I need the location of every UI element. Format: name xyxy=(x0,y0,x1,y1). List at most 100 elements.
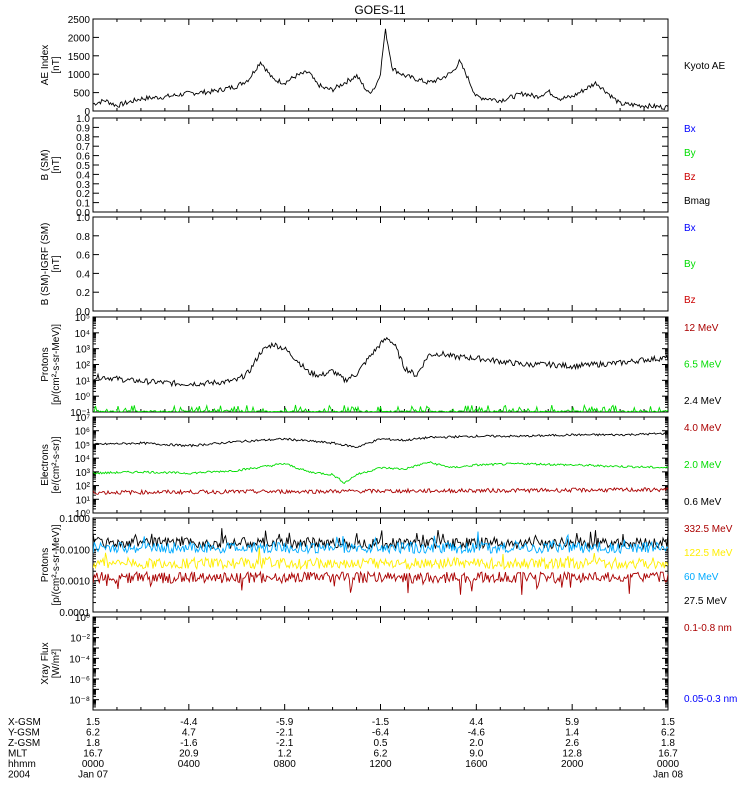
ephemeris-value: -1.6 xyxy=(180,738,198,749)
ephemeris-row-label: hhmm xyxy=(8,759,36,770)
panel-5: 10⁰ 10¹ 10² 10³ 10⁴ 10⁵ 10⁶ 10⁷ Electrons[e/(cm²… xyxy=(40,413,722,520)
y-tick-label: 0.8 xyxy=(76,232,90,243)
ephemeris-row-label: Y-GSM xyxy=(8,728,40,739)
y-tick-label: 0.1000 xyxy=(59,514,90,525)
y-tick-label: 1.0 xyxy=(76,213,90,224)
ephemeris-value: 6.2 xyxy=(374,749,388,760)
y-tick-label: 0.1 xyxy=(76,199,90,210)
ephemeris-value: -2.1 xyxy=(276,728,294,739)
ephemeris-value: 1.8 xyxy=(86,738,100,749)
ephemeris-value: 2.6 xyxy=(565,738,579,749)
y-axis-label: Electrons[e/(cm²-s-sr)] xyxy=(40,436,62,493)
y-tick-label: 10¹ xyxy=(76,376,91,387)
ephemeris-value: 1.8 xyxy=(661,738,675,749)
series-label: 0.1-0.8 nm xyxy=(684,623,732,634)
panel-frame xyxy=(92,616,669,711)
series-label: Bx xyxy=(684,223,696,234)
series-label: By xyxy=(684,259,696,270)
y-tick-label: 0.0010 xyxy=(59,577,90,588)
ephemeris-value: 1600 xyxy=(465,759,488,770)
panels: 0 500 1000 1500 2000 2500 AE Index[nT] Kyoto AE… xyxy=(40,15,737,711)
ephemeris-value: -4.4 xyxy=(180,717,198,728)
ephemeris-value: 16.7 xyxy=(83,749,103,760)
y-tick-label: 10¹ xyxy=(76,495,91,506)
y-tick-label: 2000 xyxy=(68,33,91,44)
y-tick-label: 0.0001 xyxy=(59,608,90,619)
y-tick-label: 1.0 xyxy=(76,114,90,125)
series-line-60-mev xyxy=(93,531,668,555)
ephemeris-value: 6.2 xyxy=(661,728,675,739)
series-label: 332.5 MeV xyxy=(684,524,733,535)
y-tick-label: 10⁰ xyxy=(75,392,90,403)
series-line-122-5-mev xyxy=(93,547,668,571)
y-tick-label: 10² xyxy=(76,482,91,493)
series-label: Bx xyxy=(684,124,696,135)
ephemeris-value: Jan 07 xyxy=(78,770,108,781)
panel-frame xyxy=(92,117,669,213)
y-tick-label: 0.6 xyxy=(76,152,90,163)
y-tick-label: 500 xyxy=(73,89,90,100)
y-axis-label: AE Index[nT] xyxy=(40,45,62,86)
ephemeris-row-label: X-GSM xyxy=(8,717,41,728)
y-axis-label: Xray Flux[W/m²] xyxy=(40,642,62,684)
ephemeris-value: 1.4 xyxy=(565,728,579,739)
y-tick-label: 10⁻⁸ xyxy=(69,696,90,707)
ephemeris-value: 16.7 xyxy=(658,749,678,760)
ephemeris-value: -6.4 xyxy=(372,728,390,739)
series-label: Bmag xyxy=(684,196,710,207)
y-tick-label: 0.7 xyxy=(76,142,90,153)
y-tick-label: 10⁻¹ xyxy=(70,408,90,419)
panel-3: 0.0 0.2 0.4 0.6 0.8 1.0 B (SM)-IGRF (SM)[nT] Bx… xyxy=(40,213,696,318)
series-label: 60 MeV xyxy=(684,572,719,583)
series-label: By xyxy=(684,148,696,159)
y-tick-label: 10⁰ xyxy=(75,509,90,520)
series-label: 6.5 MeV xyxy=(684,360,722,371)
series-label: 4.0 MeV xyxy=(684,423,722,434)
y-tick-label: 0.3 xyxy=(76,180,90,191)
y-tick-label: 10⁵ xyxy=(75,440,90,451)
y-tick-label: 0.0 xyxy=(76,307,90,318)
series-label: 2.0 MeV xyxy=(684,460,722,471)
ephemeris-value: 4.4 xyxy=(469,717,483,728)
ephemeris-value: 2.0 xyxy=(469,738,483,749)
ephemeris-value: 1.5 xyxy=(86,717,100,728)
y-tick-label: 0.4 xyxy=(76,269,90,280)
panel-1: 0 500 1000 1500 2000 2500 AE Index[nT] Kyoto AE xyxy=(40,15,725,118)
y-axis-label: B (SM)[nT] xyxy=(40,149,62,180)
ephemeris-value: 1.5 xyxy=(661,717,675,728)
ephemeris-row-label: 2004 xyxy=(8,770,31,781)
y-tick-label: 10⁻⁶ xyxy=(69,675,90,686)
ephemeris-value: 1200 xyxy=(369,759,392,770)
ephemeris-value: 0.5 xyxy=(374,738,388,749)
y-tick-label: 0.0 xyxy=(76,208,90,219)
y-tick-label: 10⁰ xyxy=(75,613,90,624)
ephemeris-value: Jan 08 xyxy=(653,770,683,781)
y-tick-label: 10⁴ xyxy=(75,454,90,465)
series-line-2-4-mev xyxy=(93,336,668,388)
panel-frame xyxy=(92,316,669,413)
series-label: Kyoto AE xyxy=(684,61,725,72)
y-tick-label: 10⁴ xyxy=(75,329,90,340)
y-tick-label: 1000 xyxy=(68,70,91,81)
ephemeris-value: 12.8 xyxy=(562,749,582,760)
series-line-2-0-mev xyxy=(93,461,668,484)
panel-frame xyxy=(92,216,669,312)
y-tick-label: 0.2 xyxy=(76,189,90,200)
series-line-kyoto-ae xyxy=(93,28,668,111)
ephemeris-value: -1.5 xyxy=(372,717,390,728)
series-line-0-6-mev xyxy=(93,431,668,448)
y-tick-label: 0.2 xyxy=(76,288,90,299)
y-tick-label: 0.0100 xyxy=(59,545,90,556)
series-line-6-5-mev xyxy=(93,403,668,412)
ephemeris-row-label: MLT xyxy=(8,749,27,760)
ephemeris-value: -5.9 xyxy=(276,717,294,728)
ephemeris-value: 9.0 xyxy=(469,749,483,760)
series-line-27-5-mev xyxy=(93,528,668,551)
ephemeris-row-label: Z-GSM xyxy=(8,738,40,749)
y-tick-label: 0.6 xyxy=(76,251,90,262)
y-axis-label: B (SM)-IGRF (SM)[nT] xyxy=(40,223,62,306)
ephemeris-value: 4.7 xyxy=(182,728,196,739)
panel-4: 10⁻¹ 10⁰ 10¹ 10² 10³ 10⁴ 10⁵ Protons[p/(cm²-s-s… xyxy=(40,313,722,419)
ephemeris-value: 20.9 xyxy=(179,749,199,760)
series-label: Bz xyxy=(684,295,696,306)
